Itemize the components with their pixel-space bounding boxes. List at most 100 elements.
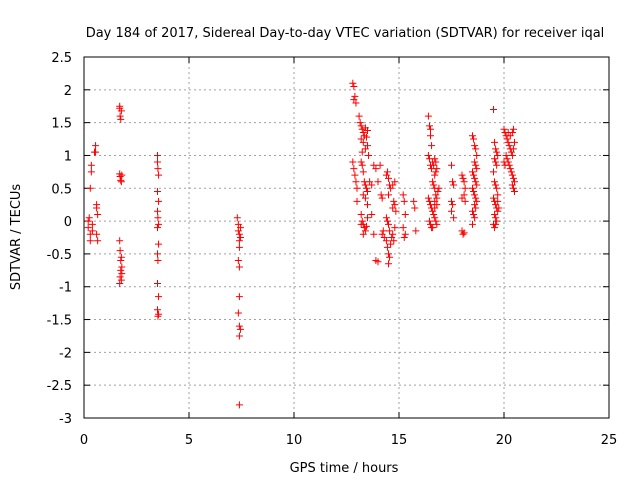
data-point [400,234,408,241]
data-point [116,102,124,110]
data-point [233,214,241,222]
data-point [448,161,455,169]
data-point [390,237,398,245]
data-point [364,127,371,135]
y-tick-label: -0.5 [47,248,72,263]
data-point [349,79,357,87]
data-point [495,204,503,212]
data-point [155,293,163,301]
data-point [154,151,161,159]
data-point [400,197,408,205]
data-point [377,191,385,199]
data-point [370,230,378,238]
data-point [391,224,399,232]
data-point [507,168,515,176]
data-point [490,106,497,114]
data-point [385,260,392,268]
y-tick-label: 2 [64,84,72,99]
data-point [235,401,243,409]
data-point [117,266,125,274]
data-point [364,214,371,222]
data-point [428,142,436,150]
data-point [459,230,467,238]
data-point [471,191,479,199]
data-point [492,158,500,166]
data-point [382,237,390,245]
data-point [235,237,243,245]
data-point [460,178,468,186]
data-point [430,181,438,189]
data-point [469,184,476,192]
data-point [433,194,441,202]
data-point [399,224,407,232]
data-point [355,112,363,120]
data-point [493,184,501,192]
x-tick-label: 10 [286,433,303,448]
data-point [471,174,479,182]
data-point [469,207,476,215]
data-point [399,191,407,199]
data-point [84,217,92,225]
data-point [433,165,441,173]
data-point [154,306,161,314]
data-point [503,155,511,163]
data-point [432,217,440,225]
data-point [359,168,367,176]
data-point [358,148,366,156]
y-tick-label: -2 [59,346,72,361]
data-point [511,138,518,146]
data-point [448,197,455,205]
data-point [235,263,243,271]
data-point [379,227,387,235]
data-point [357,211,365,219]
data-series [84,79,518,409]
data-point [117,178,125,186]
data-point [491,138,499,146]
data-point [359,128,367,136]
data-point [461,197,469,205]
data-point [235,243,243,251]
x-tick-label: 0 [80,433,88,448]
data-point [427,132,434,140]
data-point [494,207,502,215]
data-point [357,220,365,228]
data-point [368,211,376,219]
data-point [502,151,510,159]
data-point [368,181,376,189]
data-point [116,279,124,287]
data-point [383,243,391,251]
data-point [235,322,243,330]
data-point [401,211,409,219]
data-point [431,155,439,163]
data-point [500,158,508,166]
data-point [459,174,467,182]
data-point [154,279,161,287]
x-tick-label: 25 [601,433,618,448]
y-tick-label: -3 [59,412,72,427]
data-point [378,194,386,202]
data-point [155,240,163,248]
data-point [93,230,101,238]
data-point [491,155,499,163]
data-point [382,214,390,222]
data-point [449,201,457,209]
data-point [490,194,497,202]
data-point [117,256,125,264]
data-point [154,250,161,258]
data-point [435,184,443,192]
data-point [86,237,94,245]
data-point [349,158,357,166]
data-point [118,270,126,278]
data-point [154,214,162,222]
data-point [154,165,162,173]
data-point [376,161,384,169]
data-point [472,204,480,212]
data-point [155,197,163,205]
data-point [471,158,479,166]
data-point [433,220,441,228]
data-point [387,240,395,248]
data-point [492,220,500,228]
y-tick-label: -1.5 [47,314,72,329]
data-point [118,171,126,179]
data-point [236,234,244,241]
